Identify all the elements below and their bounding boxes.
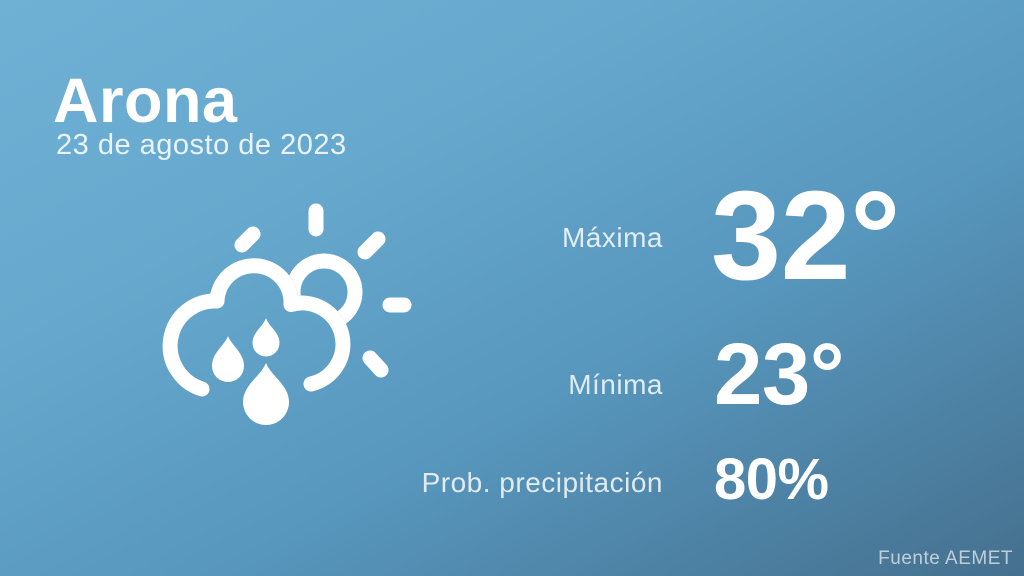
precipitation-probability-label: Prob. precipitación <box>421 467 663 498</box>
cloud-outline <box>162 258 351 397</box>
location-title: Arona <box>53 66 238 136</box>
sun-ray-se <box>362 350 389 378</box>
max-temp-value: 32° <box>711 165 901 306</box>
raindrop-large <box>243 363 289 425</box>
min-temp-value: 23° <box>714 326 845 423</box>
sun-ray-ne <box>357 231 386 260</box>
sun-ray-nw <box>234 226 261 253</box>
max-temp-label: Máxima <box>561 222 663 253</box>
raindrop-small-left <box>212 336 244 382</box>
raindrop-small-middle <box>252 318 280 357</box>
precipitation-probability-value: 80% <box>714 447 829 512</box>
forecast-date: 23 de agosto de 2023 <box>56 129 347 161</box>
sun-behind-rain-cloud-icon <box>150 185 440 435</box>
min-temp-label: Mínima <box>568 369 663 400</box>
data-source-attribution: Fuente AEMET <box>878 548 1013 569</box>
